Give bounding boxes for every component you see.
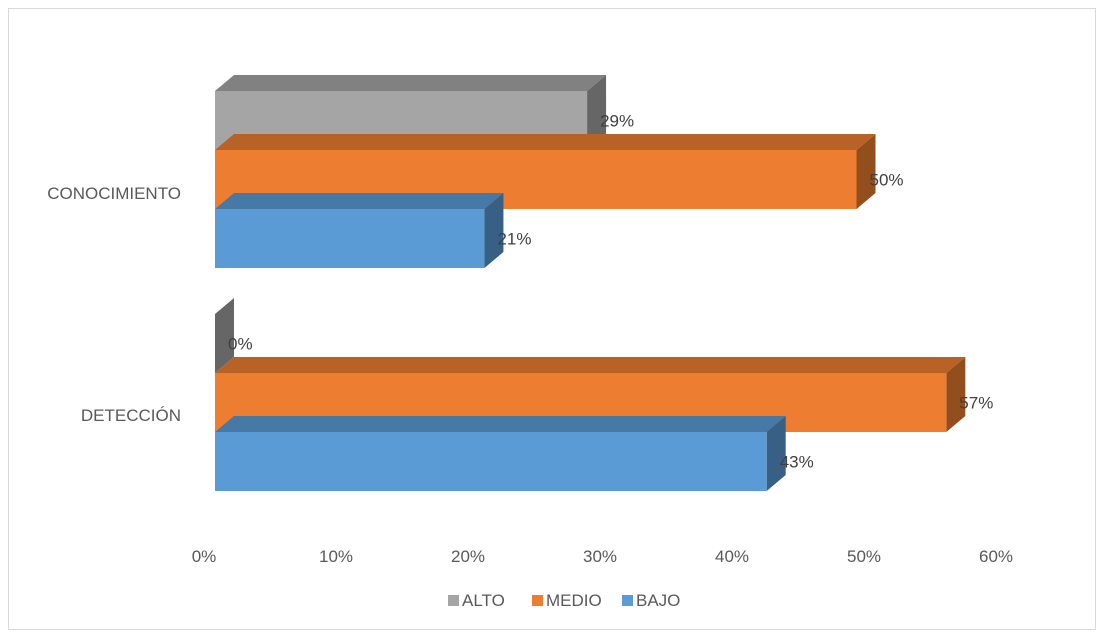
bar-alto-0-side (587, 75, 607, 150)
legend-label-bajo: BAJO (636, 591, 680, 610)
x-tick-label-2: 20% (451, 547, 485, 566)
legend-label-alto: ALTO (462, 591, 505, 610)
legend-label-medio: MEDIO (546, 591, 602, 610)
bar-bajo-0-side (484, 193, 504, 268)
bar-bajo-1-top (215, 416, 786, 432)
x-tick-label-0: 0% (192, 547, 217, 566)
x-tick-label-3: 30% (583, 547, 617, 566)
category-label-1: DETECCIÓN (81, 406, 181, 425)
data-label-alto-1: 0% (228, 335, 253, 354)
legend-swatch-medio (532, 595, 543, 606)
bar-medio-1-top (215, 357, 966, 373)
data-label-medio-1: 57% (959, 394, 993, 413)
legend-swatch-bajo (622, 595, 633, 606)
x-tick-label-6: 60% (979, 547, 1013, 566)
bar-bajo-0 (215, 209, 485, 268)
x-tick-label-1: 10% (319, 547, 353, 566)
data-label-bajo-1: 43% (780, 453, 814, 472)
bar-medio-0-side (856, 134, 876, 209)
data-label-alto-0: 29% (600, 112, 634, 131)
legend-swatch-alto (448, 595, 459, 606)
data-label-medio-0: 50% (870, 171, 904, 190)
bar-alto-1-side (215, 298, 234, 373)
bar-bajo-0-top (215, 193, 504, 209)
x-tick-label-4: 40% (715, 547, 749, 566)
bar-bajo-1 (215, 432, 767, 491)
bar-medio-1-side (946, 357, 966, 432)
data-label-bajo-0: 21% (497, 230, 531, 249)
x-tick-label-5: 50% (847, 547, 881, 566)
bar-medio-0-top (215, 134, 876, 150)
bar-bajo-1-side (766, 416, 786, 491)
bar-alto-0-top (215, 75, 607, 91)
category-label-0: CONOCIMIENTO (47, 184, 181, 203)
